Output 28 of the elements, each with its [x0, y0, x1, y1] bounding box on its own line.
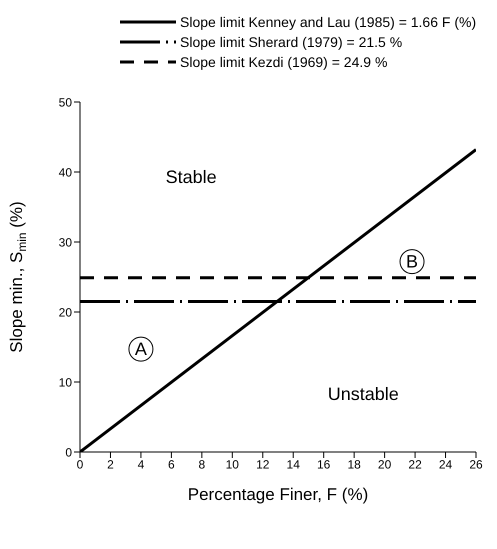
y-tick-label: 10: [58, 375, 72, 390]
x-tick-label: 24: [438, 458, 453, 472]
x-tick-label: 0: [76, 458, 84, 472]
annotation: B: [406, 252, 418, 272]
x-tick-label: 14: [286, 458, 300, 472]
y-tick-label: 40: [58, 165, 72, 180]
x-tick-label: 6: [168, 458, 176, 472]
annotation: Stable: [166, 166, 217, 187]
x-tick-label: 16: [317, 458, 331, 472]
y-tick-label: 30: [58, 235, 72, 250]
x-axis-title: Percentage Finer, F (%): [188, 485, 368, 504]
annotation: Unstable: [328, 384, 399, 404]
y-tick-label: 0: [65, 445, 72, 460]
x-tick-label: 10: [226, 458, 240, 472]
x-tick-label: 2: [107, 458, 114, 472]
x-tick-label: 20: [378, 458, 392, 472]
legend-label: Slope limit Kenney and Lau (1985) = 1.66 F (%): [180, 14, 478, 30]
annotation: A: [134, 339, 147, 360]
x-tick-label: 18: [347, 458, 362, 472]
x-tick-label: 4: [138, 458, 145, 472]
x-tick-label: 8: [198, 458, 206, 472]
x-tick-label: 12: [256, 458, 270, 472]
legend-label: Slope limit Sherard (1979) = 21.5 %: [180, 34, 404, 50]
legend-label: Slope limit Kezdi (1969) = 24.9 %: [180, 54, 388, 70]
y-tick-label: 50: [58, 95, 72, 110]
y-tick-label: 20: [58, 305, 72, 320]
x-tick-label: 26: [469, 458, 483, 472]
x-tick-label: 22: [408, 458, 422, 472]
